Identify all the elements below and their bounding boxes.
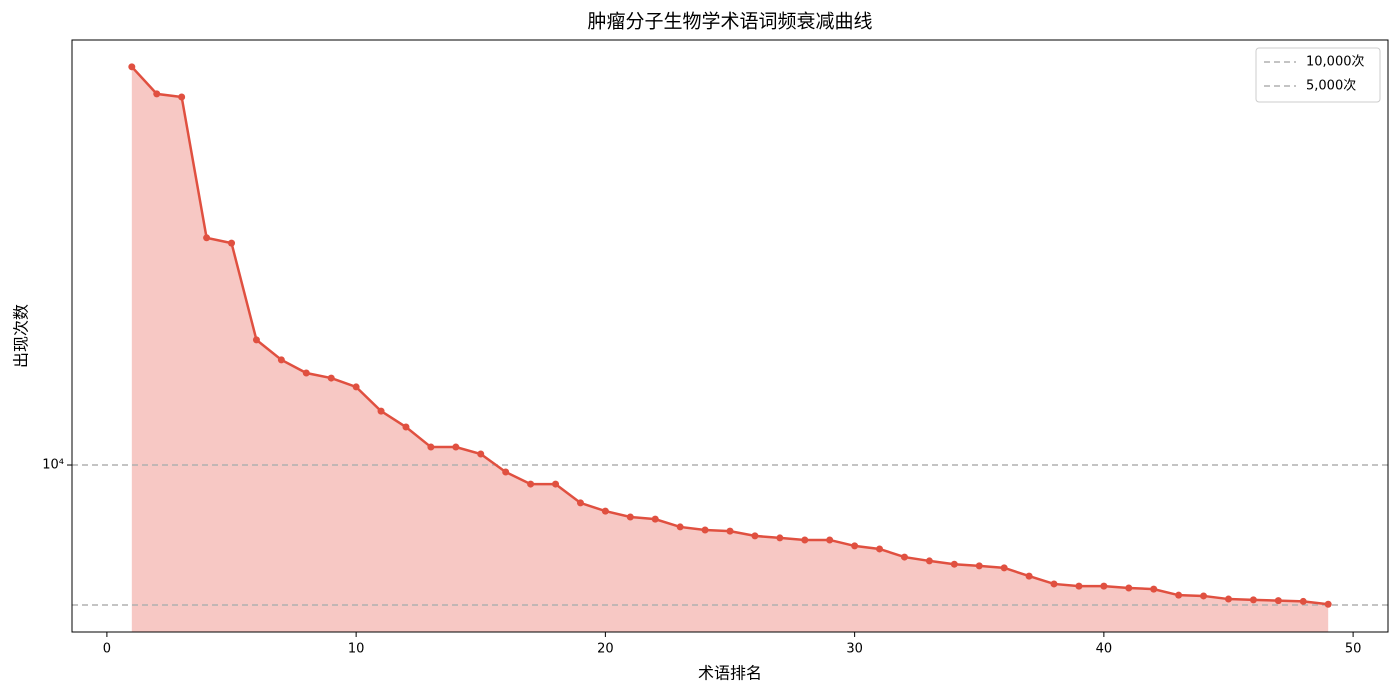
- point: [277, 356, 285, 364]
- point: [1324, 600, 1332, 608]
- plot-frame: [71, 39, 1389, 633]
- chart-title: 肿瘤分子生物学术语词频衰减曲线: [587, 11, 872, 33]
- point: [477, 450, 485, 458]
- point: [1000, 564, 1008, 572]
- point: [352, 383, 360, 391]
- point: [1075, 582, 1083, 590]
- point: [1200, 592, 1208, 600]
- y-axis-label: 出现次数: [12, 304, 31, 368]
- point: [826, 536, 834, 544]
- point: [552, 480, 560, 488]
- point: [851, 542, 859, 550]
- point: [1175, 591, 1183, 599]
- point: [1299, 597, 1307, 605]
- point: [900, 553, 908, 561]
- x-tick-label: 30: [846, 642, 863, 657]
- point: [128, 63, 136, 71]
- point: [576, 499, 584, 507]
- point: [1050, 580, 1058, 588]
- point: [252, 336, 260, 344]
- x-axis-label: 术语排名: [698, 664, 762, 683]
- legend-label: 5,000次: [1306, 78, 1356, 94]
- point: [228, 239, 236, 247]
- point: [1100, 582, 1108, 590]
- point: [1274, 597, 1282, 605]
- point: [726, 527, 734, 535]
- point: [701, 526, 709, 534]
- x-tick-label: 0: [103, 642, 111, 657]
- point: [950, 560, 958, 568]
- point: [203, 234, 211, 242]
- point: [1224, 595, 1232, 603]
- point: [502, 468, 510, 476]
- area: [131, 66, 1329, 632]
- point: [1125, 584, 1133, 592]
- point: [601, 507, 609, 515]
- point: [776, 534, 784, 542]
- point: [302, 369, 310, 377]
- point: [527, 480, 535, 488]
- point: [801, 536, 809, 544]
- x-tick-label: 40: [1096, 642, 1113, 657]
- point: [402, 423, 410, 431]
- point: [377, 407, 385, 415]
- point: [427, 443, 435, 451]
- point: [676, 523, 684, 531]
- point: [1249, 596, 1257, 604]
- point: [626, 513, 634, 521]
- point: [452, 443, 460, 451]
- y-tick-label: 10⁴: [42, 458, 64, 473]
- point: [1150, 585, 1158, 593]
- point: [1025, 572, 1033, 580]
- x-tick-label: 20: [597, 642, 614, 657]
- x-tick-label: 10: [348, 642, 365, 657]
- point: [975, 562, 983, 570]
- point: [153, 90, 161, 98]
- point: [327, 374, 335, 382]
- legend-label: 10,000次: [1306, 54, 1365, 70]
- point: [876, 545, 884, 553]
- point: [651, 515, 659, 523]
- point: [178, 93, 186, 101]
- point: [751, 532, 759, 540]
- x-tick-label: 50: [1345, 642, 1362, 657]
- point: [925, 557, 933, 565]
